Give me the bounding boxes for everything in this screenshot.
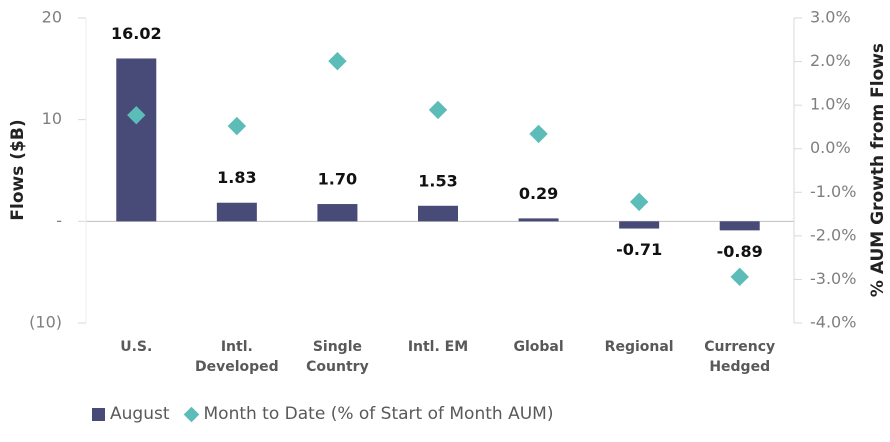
x-tick-label: Intl. EM [407, 339, 469, 355]
y2-tick-label: -4.0% [810, 313, 856, 332]
legend: August Month to Date (% of Start of Month… [92, 404, 553, 424]
y-tick-label: 20 [42, 8, 62, 27]
data-label: 16.02 [111, 24, 162, 43]
diamond-marker [428, 100, 448, 120]
y-tick-label: - [56, 211, 62, 230]
bar [116, 58, 157, 222]
y2-tick-label: 1.0% [810, 95, 851, 114]
diamond-marker [328, 51, 347, 71]
data-label: -0.89 [717, 242, 763, 261]
diamond-marker [629, 192, 649, 212]
y2-tick-label: 0.0% [810, 138, 851, 157]
x-tick-label: Regional [604, 339, 674, 355]
legend-label: Month to Date (% of Start of Month AUM) [203, 404, 554, 424]
x-tick-label: Currency Hedged [704, 339, 776, 375]
x-tick-label: Intl. Developed [194, 339, 279, 375]
bar [317, 204, 358, 222]
x-tick-label: Global [513, 339, 564, 355]
y-tick-label: (10) [29, 313, 62, 332]
x-tick-label: U.S. [120, 339, 153, 355]
data-label: -0.71 [616, 240, 662, 259]
data-label: 1.53 [418, 171, 457, 190]
y-axis-label: Flows ($B) [8, 119, 28, 220]
y2-tick-label: -3.0% [810, 269, 856, 288]
data-label: 0.29 [519, 184, 558, 203]
diamond-marker [227, 116, 247, 136]
x-tick-label: Single Country [306, 339, 369, 375]
legend-swatch [183, 406, 199, 422]
y2-tick-label: 2.0% [810, 51, 851, 70]
legend-label: August [110, 404, 170, 424]
legend-swatch [92, 407, 105, 421]
data-label: 1.70 [318, 170, 357, 189]
bar [719, 221, 760, 231]
y2-tick-label: 3.0% [810, 8, 851, 27]
data-label: 1.83 [217, 168, 256, 187]
y-tick-label: 10 [42, 109, 62, 128]
y2-tick-label: -1.0% [810, 182, 856, 201]
bar [518, 218, 559, 222]
bar [418, 205, 458, 222]
bar [619, 221, 660, 229]
diamond-marker [730, 267, 749, 287]
y2-tick-label: -2.0% [810, 225, 856, 244]
y2-axis-label: % AUM Growth from Flows [868, 43, 888, 297]
diamond-marker [127, 105, 146, 125]
bar [216, 202, 257, 222]
diamond-marker [529, 124, 548, 144]
